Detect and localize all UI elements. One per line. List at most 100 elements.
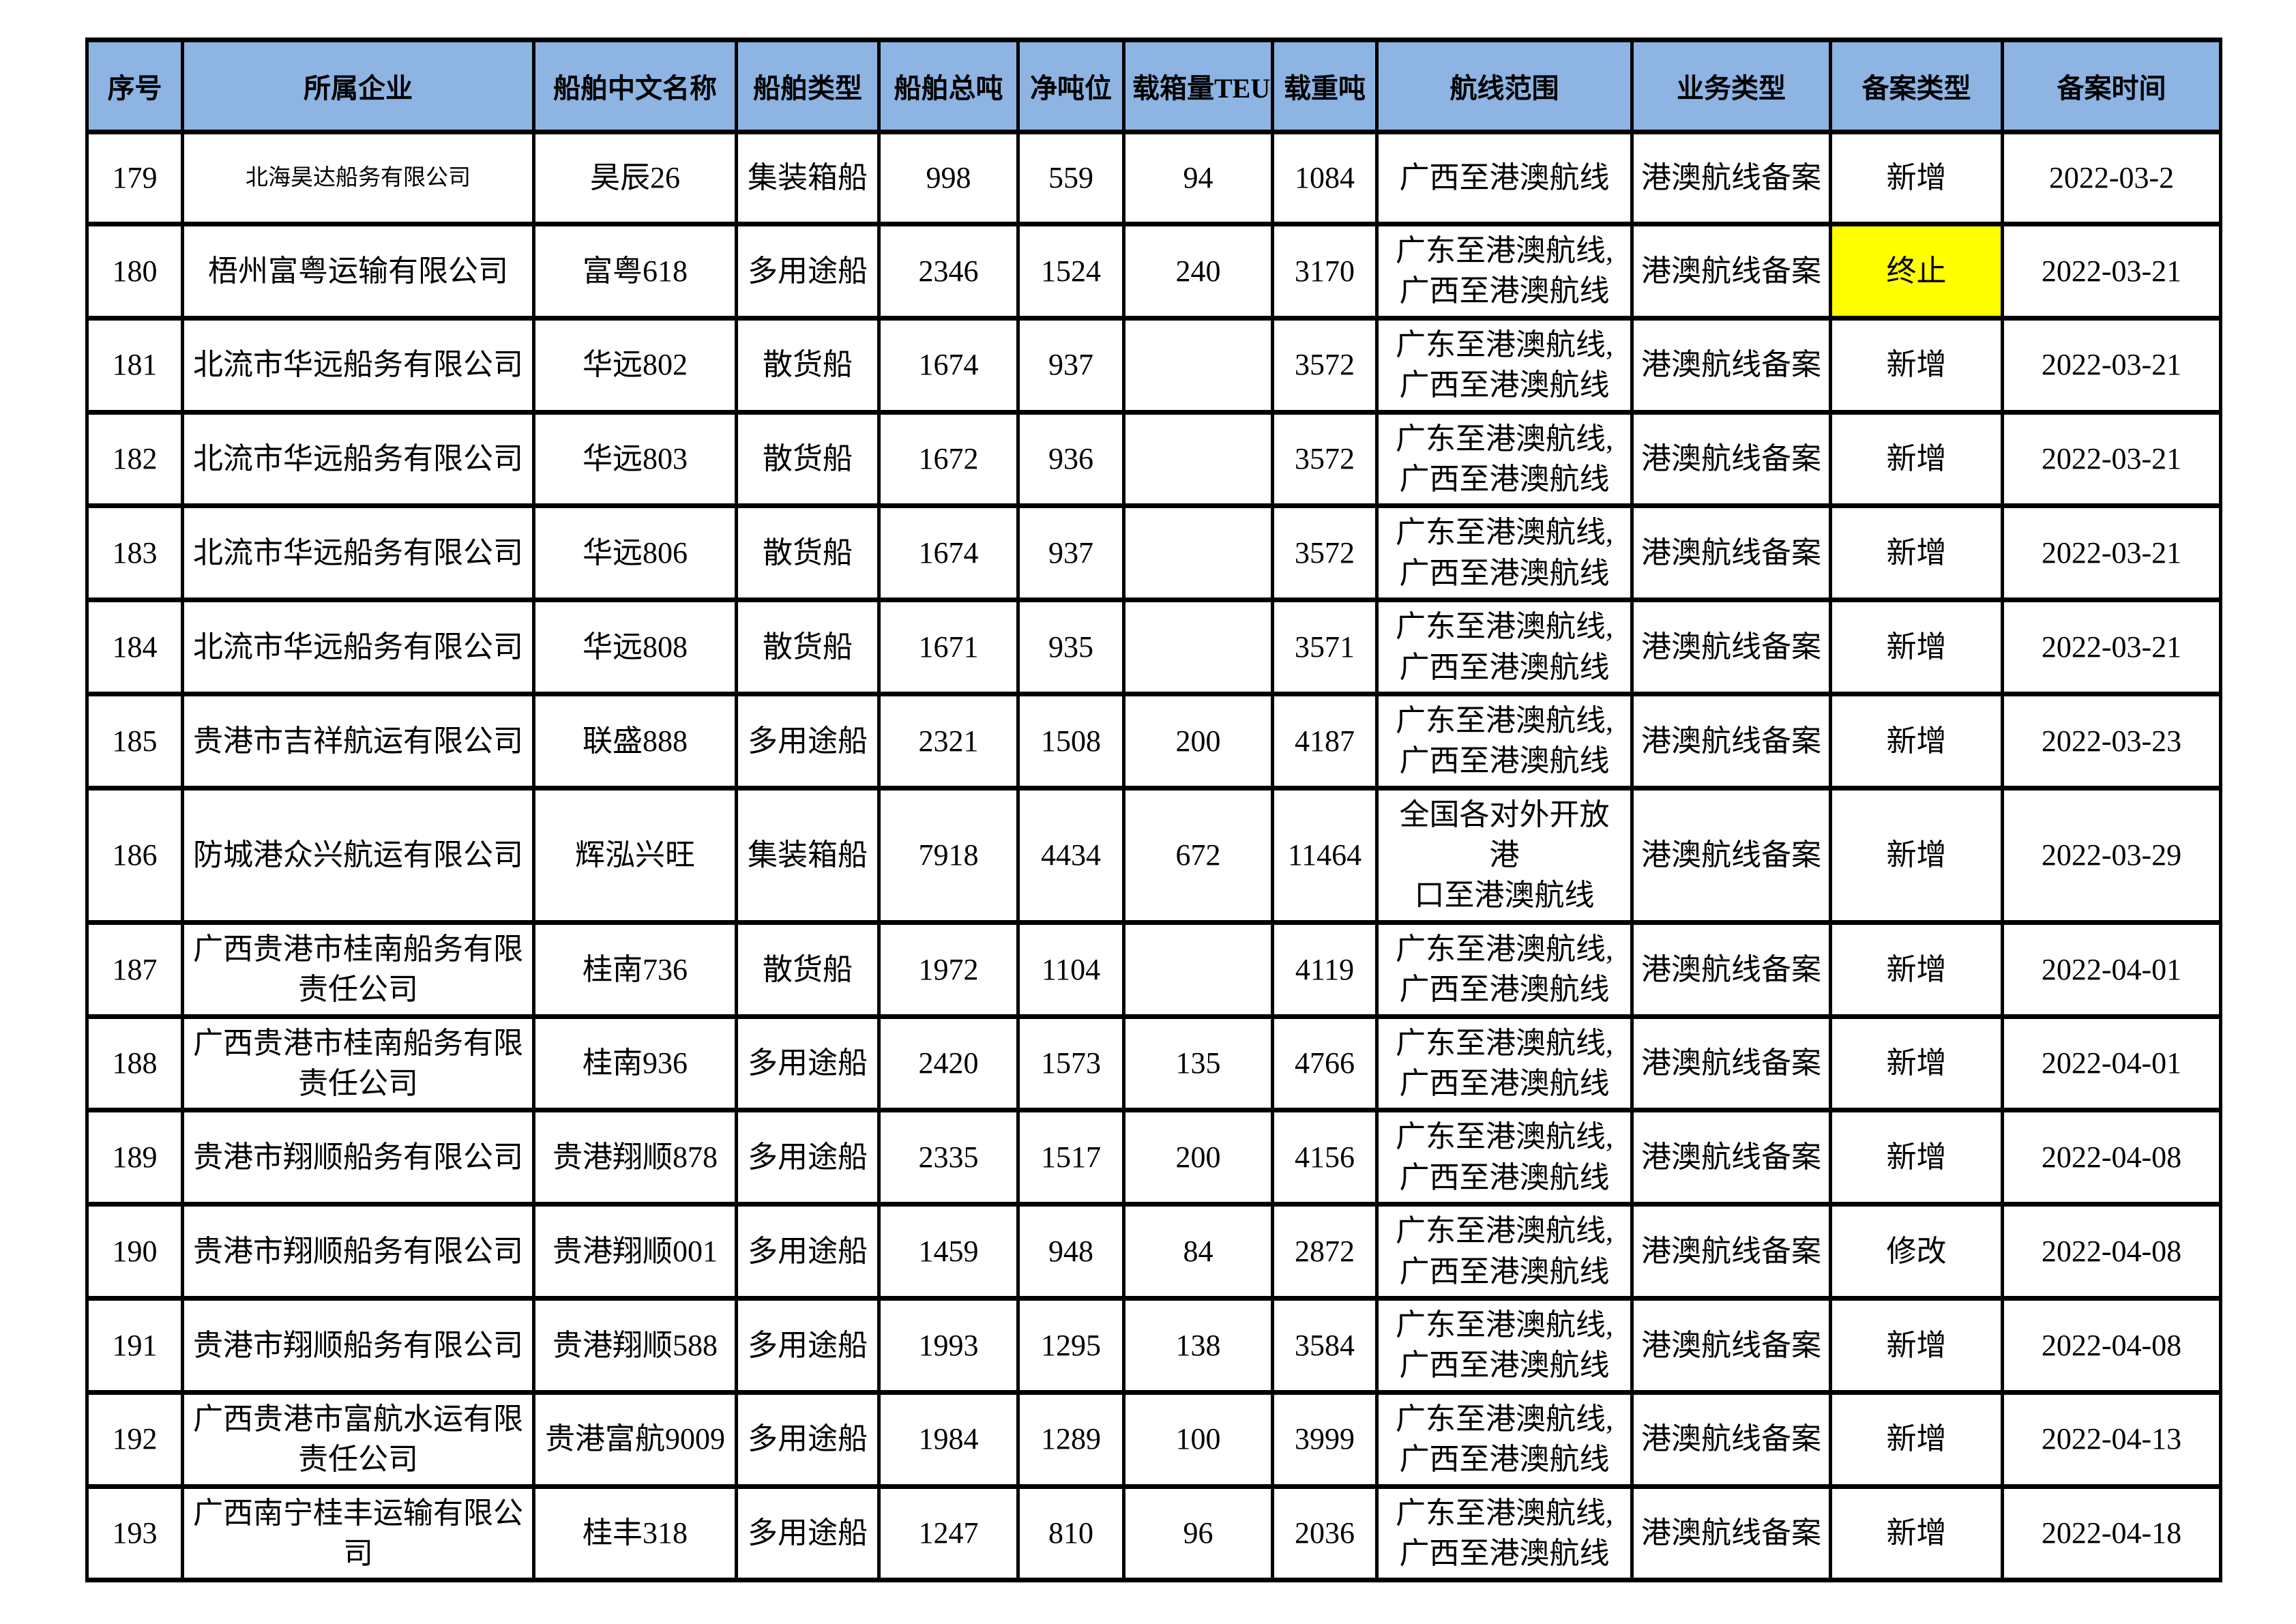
cell-business_type: 港澳航线备案 <box>1630 691 1832 791</box>
cell-gross_tonnage: 1984 <box>877 1389 1020 1489</box>
cell-ship_name: 贵港翔顺878 <box>532 1108 738 1207</box>
cell-filing_type: 新增 <box>1829 785 2004 925</box>
cell-ship_name: 贵港翔顺588 <box>532 1295 738 1395</box>
cell-filing_date: 2022-03-21 <box>2001 503 2222 603</box>
cell-net_tonnage: 937 <box>1016 315 1125 415</box>
cell-gross_tonnage: 1672 <box>877 409 1020 509</box>
cell-filing_type: 新增 <box>1829 597 2004 696</box>
cell-teu <box>1122 919 1274 1019</box>
cell-business_type: 港澳航线备案 <box>1630 1014 1832 1113</box>
cell-seq: 182 <box>85 409 184 509</box>
cell-business_type: 港澳航线备案 <box>1630 1202 1832 1301</box>
cell-route: 广东至港澳航线, 广西至港澳航线 <box>1375 1108 1634 1207</box>
cell-ship_type: 散货船 <box>735 315 881 415</box>
table-row: 188 广西贵港市桂南船务有限 责任公司 桂南936 多用途船 2420 1573 135 4… <box>85 1014 2222 1113</box>
cell-business_type: 港澳航线备案 <box>1630 315 1832 415</box>
cell-company: 贵港市吉祥航运有限公司 <box>181 691 535 791</box>
cell-company: 北流市华远船务有限公司 <box>181 503 535 603</box>
cell-company: 北流市华远船务有限公司 <box>181 315 535 415</box>
table-row: 193 广西南宁桂丰运输有限公 司桂丰318 多用途船 1247 810 96 2036 广东… <box>85 1483 2222 1583</box>
cell-deadweight: 2872 <box>1271 1202 1379 1301</box>
cell-gross_tonnage: 2420 <box>877 1014 1020 1113</box>
cell-ship_name: 贵港富航9009 <box>532 1389 738 1489</box>
cell-net_tonnage: 935 <box>1016 597 1125 696</box>
cell-filing_type: 新增 <box>1829 691 2004 791</box>
cell-deadweight: 3571 <box>1271 597 1379 696</box>
cell-teu: 200 <box>1122 691 1274 791</box>
cell-ship_type: 多用途船 <box>735 1202 881 1301</box>
cell-company: 贵港市翔顺船务有限公司 <box>181 1295 535 1395</box>
table-row: 185 贵港市吉祥航运有限公司 联盛888 多用途船 2321 1508 200 4187 广东… <box>85 691 2222 791</box>
cell-ship_name: 贵港翔顺001 <box>532 1202 738 1301</box>
cell-gross_tonnage: 2335 <box>877 1108 1020 1207</box>
cell-teu <box>1122 409 1274 509</box>
cell-deadweight: 3572 <box>1271 315 1379 415</box>
cell-ship_type: 多用途船 <box>735 1295 881 1395</box>
cell-filing_type: 新增 <box>1829 503 2004 603</box>
cell-teu <box>1122 597 1274 696</box>
cell-ship_name: 桂丰318 <box>532 1483 738 1583</box>
cell-gross_tonnage: 1972 <box>877 919 1020 1019</box>
cell-teu: 94 <box>1122 130 1274 226</box>
cell-ship_type: 多用途船 <box>735 691 881 791</box>
header-ship_name: 船舶中文名称 <box>532 38 738 134</box>
table-body: 179 北海昊达船务有限公司 昊辰26 集装箱船 998 559 94 1084 广西至港澳航线… <box>85 130 2222 1583</box>
cell-company: 贵港市翔顺船务有限公司 <box>181 1202 535 1301</box>
cell-teu: 138 <box>1122 1295 1274 1395</box>
cell-seq: 184 <box>85 597 184 696</box>
cell-business_type: 港澳航线备案 <box>1630 409 1832 509</box>
cell-route: 广东至港澳航线, 广西至港澳航线 <box>1375 1014 1634 1113</box>
cell-company: 北流市华远船务有限公司 <box>181 597 535 696</box>
table-row: 181 北流市华远船务有限公司 华远802 散货船 1674 937 3572 广东至港澳航线… <box>85 315 2222 415</box>
cell-seq: 185 <box>85 691 184 791</box>
cell-net_tonnage: 1524 <box>1016 222 1125 321</box>
cell-deadweight: 4187 <box>1271 691 1379 791</box>
cell-deadweight: 3999 <box>1271 1389 1379 1489</box>
cell-ship_type: 多用途船 <box>735 1483 881 1583</box>
cell-filing_type: 新增 <box>1829 130 2004 226</box>
cell-filing_date: 2022-04-01 <box>2001 919 2222 1019</box>
cell-deadweight: 4156 <box>1271 1108 1379 1207</box>
cell-filing_type: 新增 <box>1829 1389 2004 1489</box>
cell-net_tonnage: 1573 <box>1016 1014 1125 1113</box>
cell-gross_tonnage: 1674 <box>877 315 1020 415</box>
cell-company: 防城港众兴航运有限公司 <box>181 785 535 925</box>
cell-ship_name: 桂南736 <box>532 919 738 1019</box>
cell-deadweight: 3584 <box>1271 1295 1379 1395</box>
cell-gross_tonnage: 1247 <box>877 1483 1020 1583</box>
cell-business_type: 港澳航线备案 <box>1630 503 1832 603</box>
cell-gross_tonnage: 2346 <box>877 222 1020 321</box>
cell-ship_type: 散货船 <box>735 919 881 1019</box>
table-row: 191 贵港市翔顺船务有限公司 贵港翔顺588 多用途船 1993 1295 138 3584… <box>85 1295 2222 1395</box>
cell-company: 广西贵港市桂南船务有限 责任公司 <box>181 1014 535 1113</box>
table-row: 182 北流市华远船务有限公司 华远803 散货船 1672 936 3572 广东至港澳航线… <box>85 409 2222 509</box>
cell-net_tonnage: 1295 <box>1016 1295 1125 1395</box>
table-row: 179 北海昊达船务有限公司 昊辰26 集装箱船 998 559 94 1084 广西至港澳航线… <box>85 130 2222 226</box>
header-company: 所属企业 <box>181 38 535 134</box>
cell-company: 北海昊达船务有限公司 <box>181 130 535 226</box>
cell-filing_date: 2022-03-21 <box>2001 597 2222 696</box>
cell-business_type: 港澳航线备案 <box>1630 130 1832 226</box>
cell-filing_date: 2022-03-21 <box>2001 315 2222 415</box>
cell-route: 广东至港澳航线, 广西至港澳航线 <box>1375 409 1634 509</box>
cell-ship_type: 散货船 <box>735 597 881 696</box>
cell-gross_tonnage: 1459 <box>877 1202 1020 1301</box>
cell-deadweight: 4119 <box>1271 919 1379 1019</box>
cell-deadweight: 4766 <box>1271 1014 1379 1113</box>
cell-net_tonnage: 948 <box>1016 1202 1125 1301</box>
cell-filing_type: 新增 <box>1829 1108 2004 1207</box>
cell-deadweight: 3572 <box>1271 409 1379 509</box>
cell-route: 广东至港澳航线, 广西至港澳航线 <box>1375 1483 1634 1583</box>
cell-seq: 187 <box>85 919 184 1019</box>
cell-route: 广东至港澳航线, 广西至港澳航线 <box>1375 691 1634 791</box>
cell-filing_date: 2022-03-29 <box>2001 785 2222 925</box>
table-row: 180 梧州富粤运输有限公司 富粤618 多用途船 2346 1524 240 3170 广东至… <box>85 222 2222 321</box>
cell-filing_date: 2022-04-08 <box>2001 1108 2222 1207</box>
header-business_type: 业务类型 <box>1630 38 1832 134</box>
cell-filing_date: 2022-03-23 <box>2001 691 2222 791</box>
cell-route: 广东至港澳航线, 广西至港澳航线 <box>1375 222 1634 321</box>
cell-teu: 240 <box>1122 222 1274 321</box>
cell-ship_name: 辉泓兴旺 <box>532 785 738 925</box>
cell-net_tonnage: 936 <box>1016 409 1125 509</box>
cell-seq: 181 <box>85 315 184 415</box>
